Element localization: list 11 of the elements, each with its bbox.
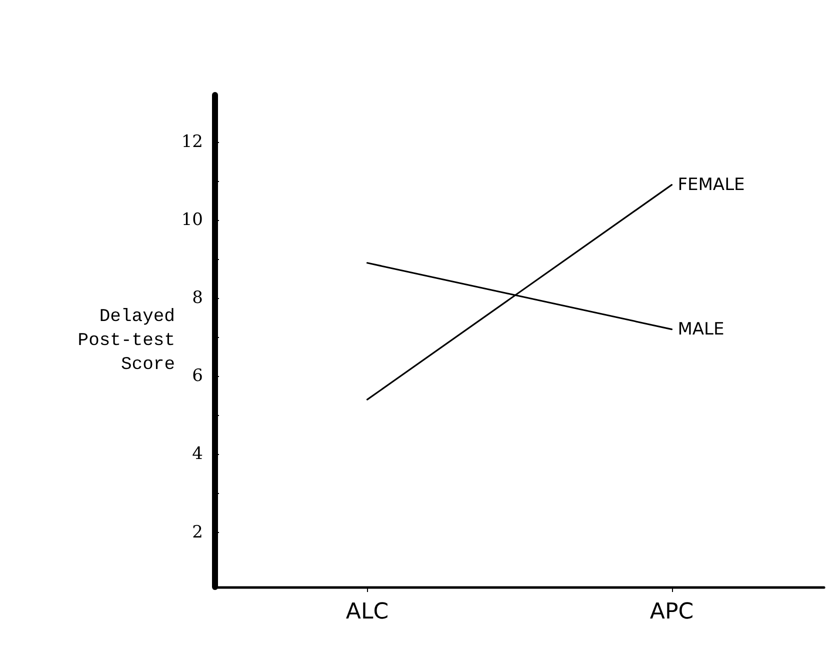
series-label: FEMALE bbox=[678, 174, 745, 195]
x-tick-label: ALC bbox=[346, 600, 389, 624]
y-tick-label: 2 bbox=[192, 522, 203, 542]
y-tick-label: 8 bbox=[192, 288, 203, 308]
y-tick-label: 12 bbox=[181, 132, 203, 152]
series-label: MALE bbox=[678, 319, 724, 340]
y-tick-label: 4 bbox=[192, 444, 203, 464]
y-tick-label: 10 bbox=[181, 210, 203, 230]
y-tick-label: 6 bbox=[192, 366, 203, 386]
x-tick-label: APC bbox=[650, 600, 694, 624]
y-axis-title: Delayed Post-test Score bbox=[78, 307, 175, 375]
